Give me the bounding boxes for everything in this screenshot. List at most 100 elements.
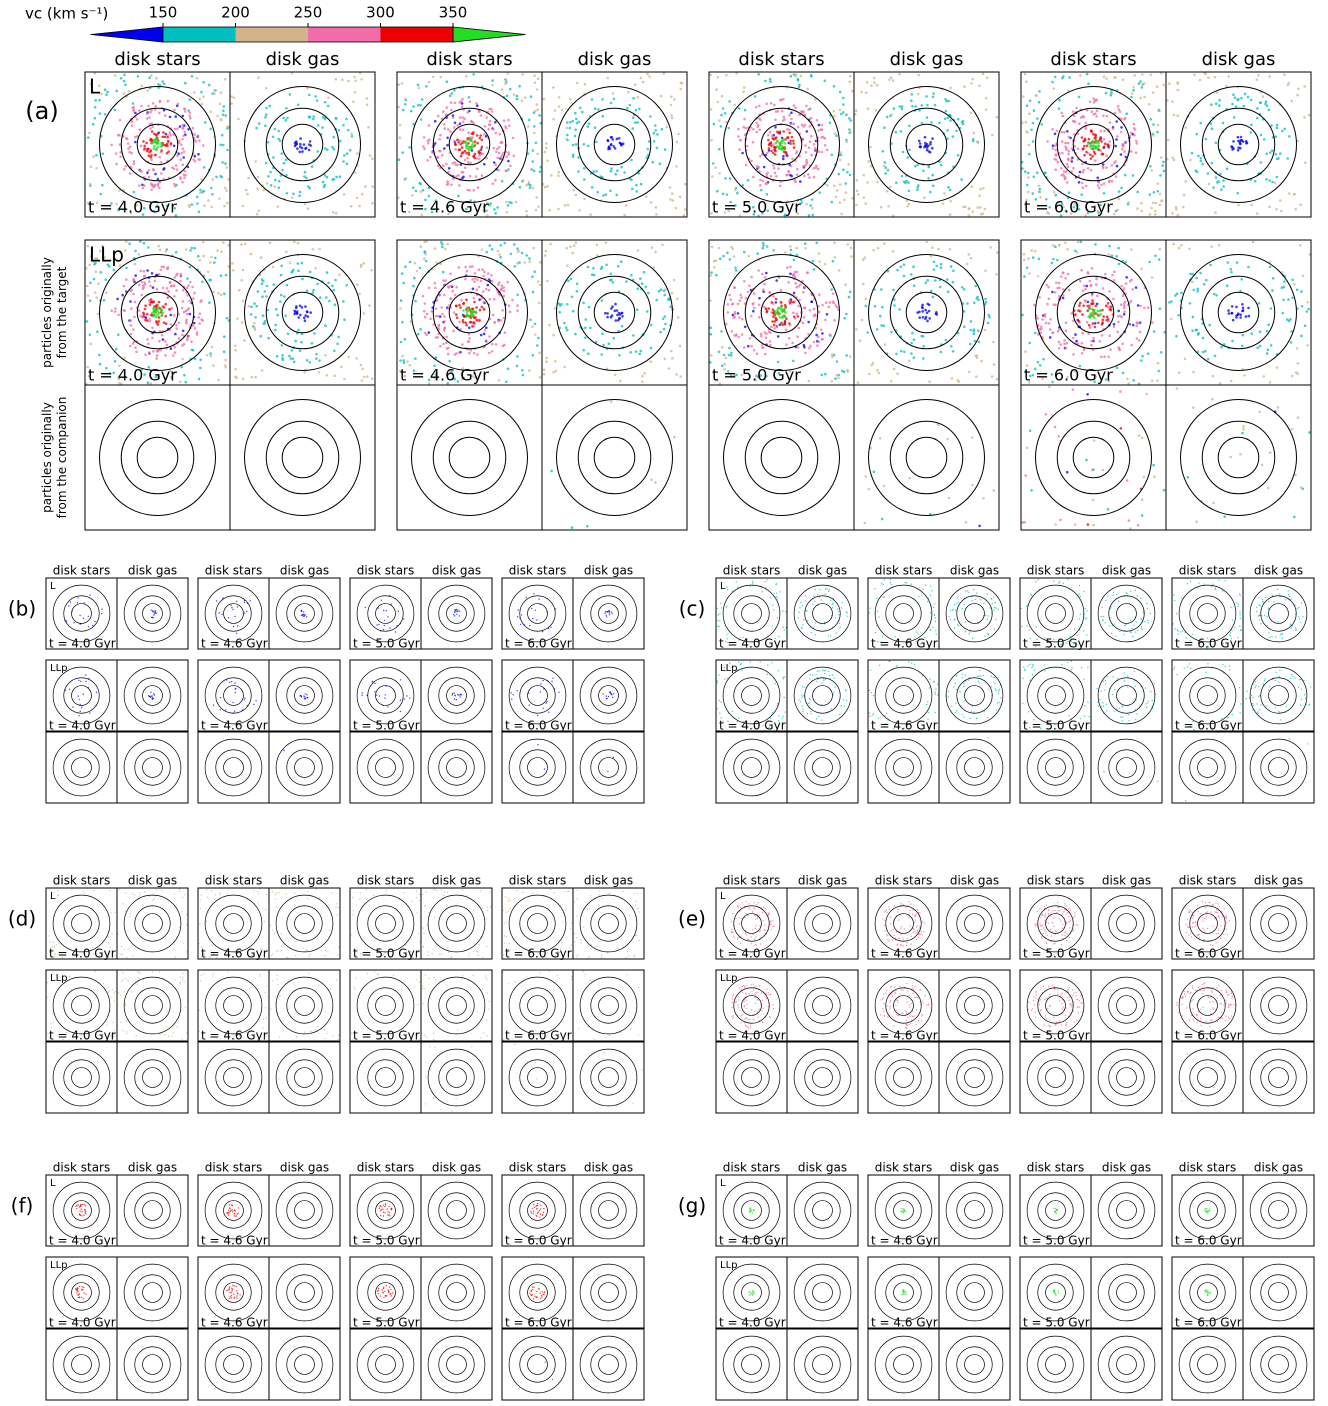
particle xyxy=(454,693,455,694)
particle xyxy=(779,324,782,327)
particle xyxy=(238,289,241,292)
particle xyxy=(225,189,228,192)
particle xyxy=(400,299,403,302)
particle xyxy=(204,121,207,124)
particle xyxy=(676,298,679,301)
particle xyxy=(96,330,99,333)
particle xyxy=(1037,275,1040,278)
particle xyxy=(419,328,422,331)
particle xyxy=(974,340,977,343)
particle xyxy=(591,186,594,189)
particle xyxy=(1065,329,1068,332)
column-title: disk stars xyxy=(114,49,200,70)
particle xyxy=(420,191,423,194)
particle xyxy=(880,324,883,327)
particle xyxy=(546,160,549,163)
particle xyxy=(659,162,662,165)
particle xyxy=(401,82,404,85)
particle xyxy=(720,125,723,128)
particle xyxy=(898,308,901,311)
particle xyxy=(825,301,828,304)
column-title: disk stars xyxy=(426,49,512,70)
particle xyxy=(1242,105,1245,108)
particle xyxy=(180,275,183,278)
particle xyxy=(302,615,303,616)
particle xyxy=(780,322,783,325)
particle xyxy=(722,255,725,258)
particle xyxy=(1227,309,1230,312)
particle xyxy=(284,315,287,318)
particle xyxy=(87,136,90,139)
particle xyxy=(932,185,935,188)
particle xyxy=(662,318,665,321)
particle xyxy=(335,212,338,215)
particle xyxy=(81,707,82,708)
particle xyxy=(932,92,935,95)
particle xyxy=(1026,447,1029,450)
particle xyxy=(507,151,510,154)
particle xyxy=(318,371,321,374)
particle xyxy=(786,154,789,157)
column-title: disk gas xyxy=(432,564,481,578)
particle xyxy=(160,269,163,272)
particle xyxy=(472,189,475,192)
particle xyxy=(683,214,686,217)
particle xyxy=(452,330,455,333)
particle xyxy=(104,88,107,91)
particle xyxy=(334,374,337,377)
particle xyxy=(493,147,496,150)
particle xyxy=(801,124,804,127)
particle xyxy=(491,248,494,251)
particle xyxy=(939,286,942,289)
particle xyxy=(973,132,976,135)
particle xyxy=(839,183,842,186)
particle xyxy=(797,305,800,308)
particle xyxy=(901,108,904,111)
particle xyxy=(962,123,965,126)
particle xyxy=(849,80,852,83)
particle xyxy=(334,279,337,282)
particle xyxy=(493,208,496,211)
particle xyxy=(911,105,914,108)
particle xyxy=(576,290,579,293)
particle xyxy=(855,204,858,207)
particle xyxy=(158,187,161,190)
particle xyxy=(145,316,148,319)
particle xyxy=(1091,469,1094,472)
particle xyxy=(454,143,457,146)
particle xyxy=(610,316,613,319)
particle xyxy=(828,333,831,336)
particle xyxy=(772,295,775,298)
particle xyxy=(856,190,859,193)
particle xyxy=(1087,82,1090,85)
particle xyxy=(347,80,350,83)
particle xyxy=(128,242,131,245)
particle xyxy=(472,141,475,144)
particle xyxy=(1300,290,1303,293)
particle xyxy=(307,315,310,318)
particle xyxy=(501,180,504,183)
particle xyxy=(132,293,135,296)
particle xyxy=(306,616,307,617)
particle xyxy=(1277,406,1280,409)
particle xyxy=(1189,302,1192,305)
particle xyxy=(101,609,102,610)
particle xyxy=(1256,347,1259,350)
particle xyxy=(933,268,936,271)
particle xyxy=(157,306,160,309)
particle xyxy=(660,288,663,291)
particle xyxy=(654,124,657,127)
sim-panel xyxy=(709,72,854,217)
particle xyxy=(361,368,364,371)
particle xyxy=(1267,487,1270,490)
particle xyxy=(193,91,196,94)
particle xyxy=(244,602,245,603)
particle xyxy=(498,379,501,382)
particle xyxy=(146,313,149,316)
particle xyxy=(321,126,324,129)
particle xyxy=(1291,375,1294,378)
particle xyxy=(168,308,171,311)
particle xyxy=(952,281,955,284)
particle xyxy=(395,631,396,632)
particle xyxy=(179,125,182,128)
